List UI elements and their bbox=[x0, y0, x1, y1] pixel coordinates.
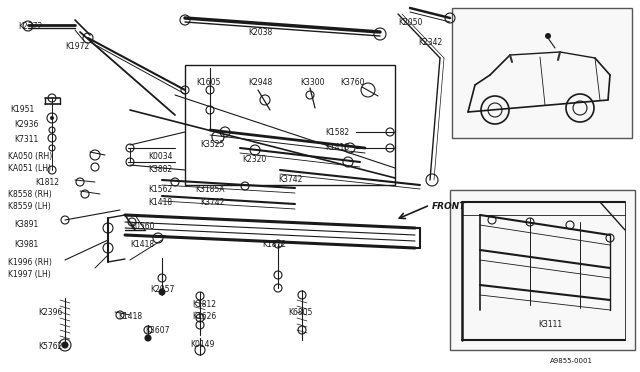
Text: K1418: K1418 bbox=[325, 143, 349, 152]
Text: K3525: K3525 bbox=[200, 140, 225, 149]
Text: A9855-0001: A9855-0001 bbox=[550, 358, 593, 364]
Text: K0149: K0149 bbox=[190, 340, 214, 349]
Text: K1997 (LH): K1997 (LH) bbox=[8, 270, 51, 279]
Text: K1951: K1951 bbox=[10, 105, 35, 114]
Text: K8559 (LH): K8559 (LH) bbox=[8, 202, 51, 211]
Text: K2050: K2050 bbox=[398, 18, 422, 27]
Text: K1605: K1605 bbox=[196, 78, 220, 87]
Text: K1418: K1418 bbox=[148, 198, 172, 207]
Text: K1812: K1812 bbox=[262, 240, 286, 249]
Text: K3981: K3981 bbox=[14, 240, 38, 249]
Text: K2957: K2957 bbox=[150, 285, 174, 294]
Text: K1972: K1972 bbox=[65, 42, 89, 51]
Text: K7311: K7311 bbox=[14, 135, 38, 144]
Text: K2038: K2038 bbox=[248, 28, 272, 37]
Text: K1996 (RH): K1996 (RH) bbox=[8, 258, 52, 267]
Text: K1418: K1418 bbox=[130, 240, 154, 249]
Text: K2948: K2948 bbox=[248, 78, 272, 87]
Circle shape bbox=[159, 289, 165, 295]
Text: K2936: K2936 bbox=[14, 120, 38, 129]
Text: K0560: K0560 bbox=[130, 222, 154, 231]
Text: K2320: K2320 bbox=[242, 155, 266, 164]
Text: K0034: K0034 bbox=[148, 152, 173, 161]
Text: K3111: K3111 bbox=[538, 320, 562, 329]
Text: K3742: K3742 bbox=[200, 198, 225, 207]
Text: K3607: K3607 bbox=[145, 326, 170, 335]
Text: K1582: K1582 bbox=[325, 128, 349, 137]
Text: K1418: K1418 bbox=[118, 312, 142, 321]
Text: K1812: K1812 bbox=[35, 178, 59, 187]
Text: K2372: K2372 bbox=[18, 22, 42, 31]
Text: K1812: K1812 bbox=[192, 300, 216, 309]
Text: FRONT: FRONT bbox=[432, 202, 467, 211]
Circle shape bbox=[545, 33, 551, 39]
Text: KA050 (RH): KA050 (RH) bbox=[8, 152, 52, 161]
Text: K8558 (RH): K8558 (RH) bbox=[8, 190, 52, 199]
Text: K3300: K3300 bbox=[300, 78, 324, 87]
Text: K3882: K3882 bbox=[148, 165, 172, 174]
Text: K1562: K1562 bbox=[148, 185, 172, 194]
Text: K3742: K3742 bbox=[278, 175, 302, 184]
Bar bbox=[452, 8, 632, 138]
Bar bbox=[450, 190, 635, 350]
Circle shape bbox=[62, 342, 68, 348]
Text: K3760: K3760 bbox=[340, 78, 365, 87]
Circle shape bbox=[50, 116, 54, 120]
Text: K6805: K6805 bbox=[288, 308, 312, 317]
Text: K2342: K2342 bbox=[418, 38, 442, 47]
Text: K2396: K2396 bbox=[38, 308, 62, 317]
Circle shape bbox=[145, 335, 151, 341]
Text: K1626: K1626 bbox=[192, 312, 216, 321]
Text: K5762: K5762 bbox=[38, 342, 62, 351]
Text: K3185A: K3185A bbox=[195, 185, 225, 194]
Text: KA051 (LH): KA051 (LH) bbox=[8, 164, 51, 173]
Bar bbox=[185, 65, 395, 185]
Text: K3891: K3891 bbox=[14, 220, 38, 229]
